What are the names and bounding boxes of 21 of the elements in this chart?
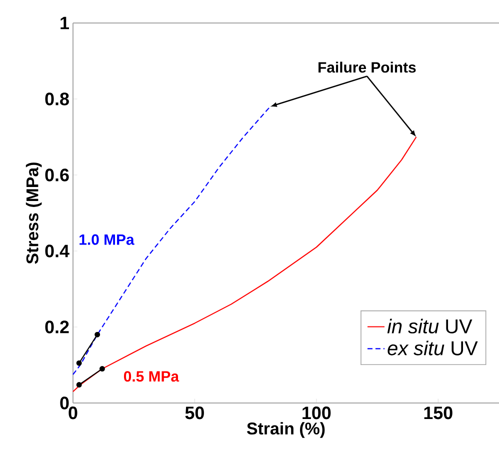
x-tick-label: 150 <box>424 406 452 420</box>
y-tick-label: 0.4 <box>45 244 70 258</box>
annotation: 1.0 MPa <box>80 234 134 245</box>
point <box>94 332 100 338</box>
annotation: Failure Points <box>318 62 416 73</box>
x-tick-label: 0 <box>68 406 78 420</box>
point <box>99 366 105 372</box>
y-tick-label: 0 <box>60 396 69 410</box>
x-tick-label: 50 <box>185 406 204 420</box>
y-tick-label: 0.6 <box>45 168 69 182</box>
y-tick-label: 0.2 <box>45 320 69 334</box>
legend-label: in situ UV <box>387 318 472 334</box>
point <box>76 360 82 366</box>
y-axis-title: Stress (MPa) <box>26 162 42 264</box>
x-tick-label: 100 <box>302 406 331 420</box>
annotation: 0.5 MPa <box>124 371 180 382</box>
y-tick-label: 1 <box>60 16 69 30</box>
point <box>76 382 82 388</box>
legend-label: ex situ UV <box>388 340 478 356</box>
y-tick-label: 0.8 <box>45 92 69 106</box>
x-axis-title: Strain (%) <box>246 422 325 438</box>
